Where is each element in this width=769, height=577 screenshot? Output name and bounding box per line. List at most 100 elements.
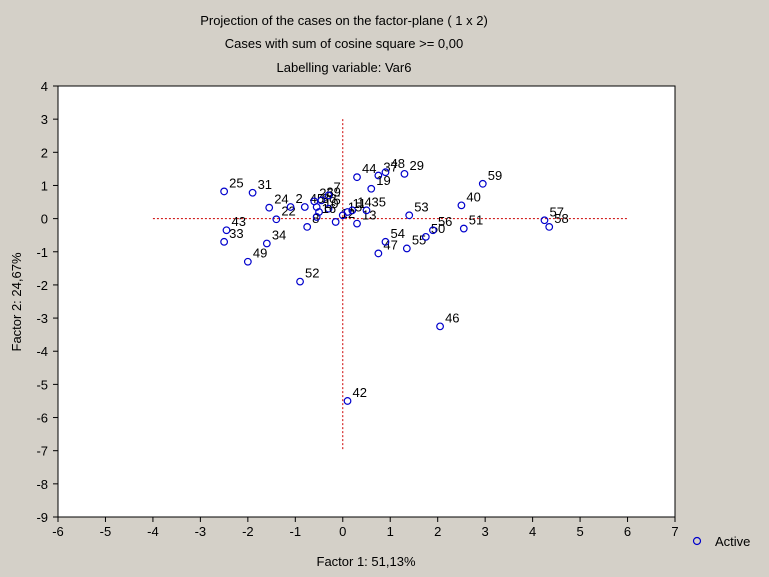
data-point-42 (343, 397, 352, 405)
point-label-29: 29 (409, 158, 423, 173)
data-point-35 (362, 206, 371, 215)
point-label-31: 31 (258, 177, 272, 192)
reference-lines (152, 119, 628, 451)
y-tick-label: 0 (41, 212, 48, 227)
y-tick-label: 2 (41, 145, 48, 160)
y-axis-ticks: 4 3 2 1 0 -1 -2 -3 -4 -5 -6 -7 -8 -9 (36, 79, 58, 525)
point-label-25: 25 (229, 175, 243, 190)
y-axis-title: Factor 2: 24,67% (9, 252, 24, 351)
x-tick-label: 5 (576, 524, 583, 539)
point-label-16: 16 (322, 201, 336, 216)
title-line-3: Labelling variable: Var6 (277, 60, 412, 75)
data-point-12 (331, 218, 340, 226)
data-point-11 (343, 208, 352, 216)
data-point-33 (220, 237, 229, 246)
data-point-2 (286, 203, 295, 211)
x-tick-label: -2 (242, 524, 254, 539)
data-point-25 (220, 187, 229, 196)
title-line-1: Projection of the cases on the factor-pl… (200, 13, 488, 28)
point-label-58: 58 (554, 211, 568, 226)
point-label-51: 51 (469, 213, 483, 228)
y-tick-label: 1 (41, 178, 48, 193)
point-label-24: 24 (274, 192, 288, 207)
data-point-39 (317, 196, 326, 205)
title-line-2: Cases with sum of cosine square >= 0,00 (225, 36, 463, 51)
point-label-7: 7 (334, 179, 341, 194)
point-label-52: 52 (305, 266, 319, 281)
data-point-54 (381, 237, 390, 246)
data-point-8 (303, 223, 312, 231)
x-tick-label: 7 (671, 524, 678, 539)
x-tick-label: 3 (482, 524, 489, 539)
data-point-59 (478, 179, 487, 188)
data-point-37 (374, 171, 383, 180)
data-point-44 (353, 173, 361, 182)
data-point-14 (348, 206, 357, 215)
y-tick-label: -5 (36, 377, 48, 392)
point-label-22: 22 (281, 203, 295, 218)
x-tick-label: 6 (624, 524, 631, 539)
data-point-46 (436, 322, 444, 331)
point-label-54: 54 (390, 226, 404, 241)
point-label-47: 47 (383, 237, 397, 252)
data-point-45 (300, 203, 309, 211)
y-tick-label: -9 (36, 510, 48, 525)
point-label-56: 56 (438, 214, 452, 229)
point-label-53: 53 (414, 199, 428, 214)
point-label-33: 33 (229, 226, 243, 241)
x-tick-label: 4 (529, 524, 536, 539)
data-point-5 (324, 204, 333, 213)
point-label-43: 43 (231, 214, 245, 229)
point-label-12: 12 (341, 206, 355, 221)
data-point-56 (429, 226, 437, 235)
x-tick-label: 2 (434, 524, 441, 539)
point-label-45: 45 (310, 191, 324, 206)
y-tick-label: -7 (36, 444, 48, 459)
point-label-42: 42 (353, 385, 367, 400)
point-label-10: 10 (324, 196, 338, 211)
point-label-44: 44 (362, 161, 376, 176)
point-label-34: 34 (272, 227, 286, 242)
x-tick-label: -3 (195, 524, 207, 539)
point-label-40: 40 (466, 189, 480, 204)
data-point-24 (265, 203, 274, 212)
data-point-51 (459, 224, 468, 233)
point-label-11: 11 (353, 196, 367, 211)
y-tick-label: -1 (36, 245, 48, 260)
point-label-37: 37 (383, 160, 397, 175)
point-label-35: 35 (372, 194, 386, 209)
data-point-50 (421, 232, 430, 241)
data-point-31 (248, 188, 257, 197)
point-label-19: 19 (376, 173, 390, 188)
plot-area (57, 85, 676, 518)
data-point-34 (262, 239, 271, 248)
y-tick-label: 4 (41, 79, 48, 94)
y-tick-label: -2 (36, 278, 48, 293)
x-tick-label: 1 (387, 524, 394, 539)
data-point-29 (400, 169, 409, 178)
x-tick-label: -5 (100, 524, 112, 539)
data-point-13 (353, 219, 361, 228)
x-tick-label: 0 (339, 524, 346, 539)
x-tick-label: -4 (147, 524, 159, 539)
data-point-40 (457, 201, 466, 210)
data-point-43 (222, 226, 231, 235)
point-label-39: 39 (326, 184, 340, 199)
x-tick-label: -6 (52, 524, 64, 539)
point-label-59: 59 (488, 168, 502, 183)
data-point-57 (540, 216, 549, 225)
point-label-5: 5 (334, 193, 341, 208)
data-point-58 (545, 223, 554, 231)
point-label-48: 48 (390, 156, 404, 171)
x-axis-ticks: -6 -5 -4 -3 -2 -1 0 1 2 3 4 5 6 7 (52, 517, 679, 539)
data-point-49 (243, 257, 252, 266)
data-point-52 (296, 277, 304, 286)
legend: Active (692, 534, 750, 549)
point-label-13: 13 (362, 208, 376, 223)
y-tick-label: 3 (41, 112, 48, 127)
data-point-55 (402, 244, 411, 253)
data-point-19 (367, 184, 376, 193)
y-tick-label: -6 (36, 411, 48, 426)
